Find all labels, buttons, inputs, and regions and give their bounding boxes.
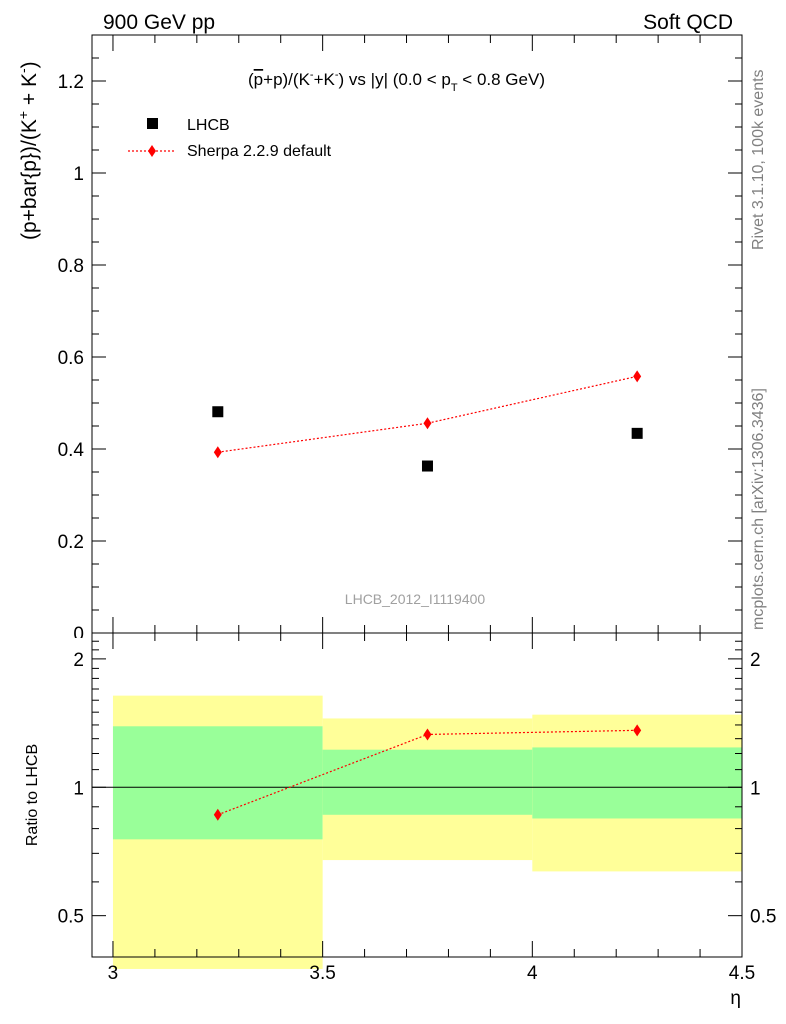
ratio-axis-ticks: 0.5 0.5 1 1 2 2 3 3.5 4 4.5 xyxy=(58,633,776,984)
mc-point xyxy=(213,446,222,459)
data-point xyxy=(631,427,643,439)
header-left: 900 GeV pp xyxy=(103,11,215,34)
ratio-bands xyxy=(112,695,742,969)
y-tick-label: 0.6 xyxy=(58,348,84,369)
y-tick-label: 0.8 xyxy=(58,256,84,277)
x-tick-label: 3.5 xyxy=(309,963,335,984)
rivet-label: Rivet 3.1.10, 100k events xyxy=(750,69,767,250)
y-tick-label: 1 xyxy=(73,164,84,185)
legend-data-marker xyxy=(147,118,158,129)
main-y-label: (p+bar{p})/(K+ + K-) xyxy=(15,61,41,240)
mc-point xyxy=(633,370,642,383)
data-point xyxy=(212,406,224,418)
mc-point xyxy=(423,417,432,430)
x-tick-label: 3 xyxy=(108,963,119,984)
analysis-watermark: LHCB_2012_I1119400 xyxy=(345,591,486,607)
main-series xyxy=(212,370,643,472)
ratio-y-tick-label: 1 xyxy=(73,778,84,799)
legend: LHCB Sherpa 2.2.9 default xyxy=(128,117,332,160)
data-point xyxy=(421,460,433,472)
y-tick-label: 1.2 xyxy=(58,72,84,93)
ratio-y-tick-label: 0.5 xyxy=(58,907,84,928)
legend-data-label: LHCB xyxy=(187,117,230,134)
legend-mc-marker xyxy=(148,145,156,157)
mcplots-label: mcplots.cern.ch [arXiv:1306.3436] xyxy=(750,388,767,630)
x-tick-label: 4 xyxy=(527,963,538,984)
x-tick-label: 4.5 xyxy=(729,963,755,984)
y-tick-label: 0.2 xyxy=(58,532,84,553)
ratio-series xyxy=(213,724,642,821)
inner-band xyxy=(112,726,323,840)
legend-mc-label: Sherpa 2.2.9 default xyxy=(187,143,332,160)
ratio-mc-point xyxy=(213,808,222,821)
inner-band xyxy=(532,747,742,819)
ratio-y-tick-label-right: 1 xyxy=(750,778,761,799)
x-axis-label: η xyxy=(730,988,741,1009)
ratio-mc-point xyxy=(423,728,432,741)
ratio-mc-point xyxy=(633,724,642,737)
header-right: Soft QCD xyxy=(643,11,733,34)
ratio-plot-frame xyxy=(91,632,743,958)
ratio-y-tick-label-right: 0.5 xyxy=(750,907,776,928)
mc-line xyxy=(217,375,638,453)
inner-band xyxy=(322,749,533,815)
ratio-y-tick-label-right: 2 xyxy=(750,650,761,671)
ratio-y-tick-label: 2 xyxy=(73,650,84,671)
main-axis-ticks: 0.2 0.4 0.6 0.8 1 1.2 0 xyxy=(58,34,743,645)
y-tick-label: 0.4 xyxy=(58,440,85,461)
main-title: (p+p)/(K-+K-) vs |y| (0.0 < pT < 0.8 GeV… xyxy=(248,69,545,94)
ratio-y-label: Ratio to LHCB xyxy=(24,744,41,846)
y-tick-label-zero: 0 xyxy=(73,624,84,645)
svg-text:(p+p)/(K-+K-) vs |y| (0.0 < pT: (p+p)/(K-+K-) vs |y| (0.0 < pT < 0.8 GeV… xyxy=(248,69,545,94)
